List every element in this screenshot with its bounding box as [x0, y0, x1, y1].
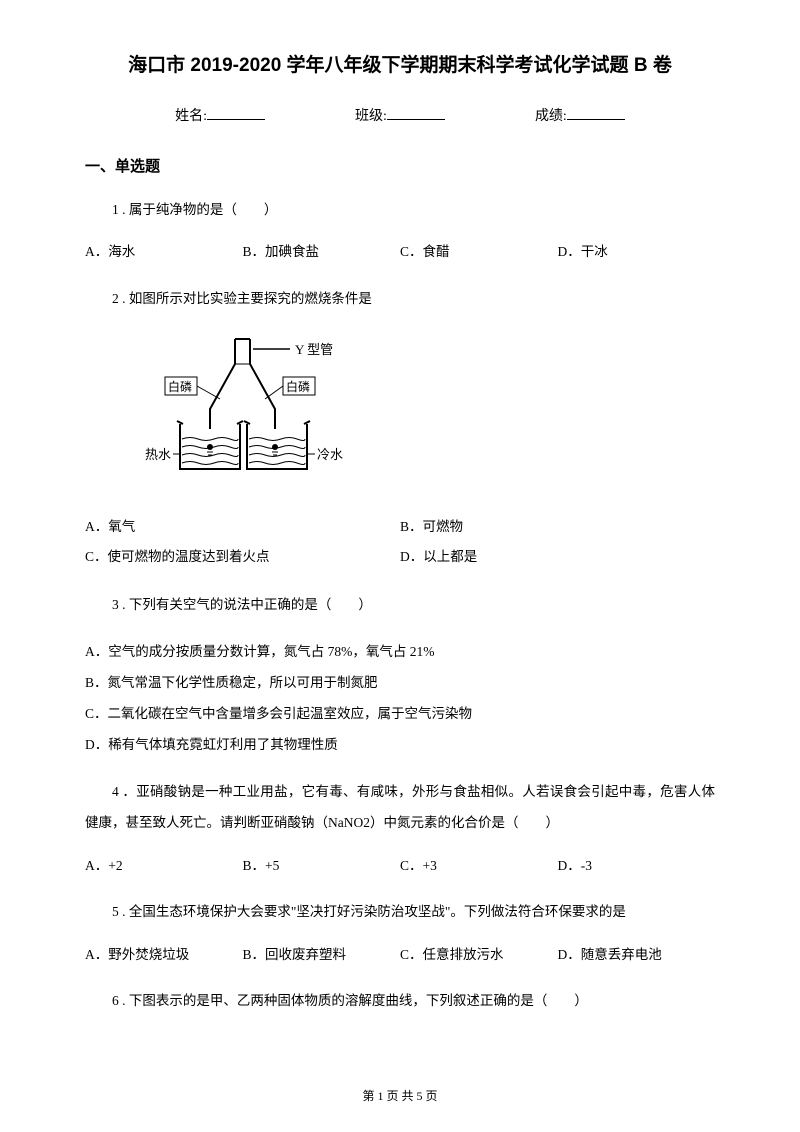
q3-opt-a: A．空气的成分按质量分数计算，氮气占 78%，氧气占 21%	[85, 636, 715, 667]
q2-text: 2 . 如图所示对比实验主要探究的燃烧条件是	[85, 285, 715, 313]
experiment-diagram: Y 型管 白磷 白磷 热水 冷水	[135, 329, 715, 494]
q2-opt-c: C．使可燃物的温度达到着火点	[85, 542, 400, 572]
section-title: 一、单选题	[85, 155, 715, 176]
name-underline	[207, 106, 265, 120]
q2-opt-a: A．氧气	[85, 512, 400, 542]
q5-opt-c: C．任意排放污水	[400, 943, 558, 967]
q5-options: A．野外焚烧垃圾 B．回收废弃塑料 C．任意排放污水 D．随意丢弃电池	[85, 943, 715, 967]
q4-opt-c: C．+3	[400, 854, 558, 878]
cold-water-label: 冷水	[317, 447, 343, 462]
q3-opt-c: C．二氧化碳在空气中含量增多会引起温室效应，属于空气污染物	[85, 698, 715, 729]
name-label: 姓名:	[175, 105, 207, 125]
class-underline	[387, 106, 445, 120]
q3-opt-b: B．氮气常温下化学性质稳定，所以可用于制氮肥	[85, 667, 715, 698]
exam-title: 海口市 2019-2020 学年八年级下学期期末科学考试化学试题 B 卷	[85, 50, 715, 77]
score-label: 成绩:	[535, 105, 567, 125]
q2-opt-b: B．可燃物	[400, 512, 715, 542]
score-field: 成绩:	[535, 105, 625, 125]
q5-opt-d: D．随意丢弃电池	[558, 943, 716, 967]
q1-opt-b: B．加碘食盐	[243, 240, 401, 264]
q4-opt-d: D．-3	[558, 854, 716, 878]
q5-opt-a: A．野外焚烧垃圾	[85, 943, 243, 967]
q4-options: A．+2 B．+5 C．+3 D．-3	[85, 854, 715, 878]
score-underline	[567, 106, 625, 120]
q3-options: A．空气的成分按质量分数计算，氮气占 78%，氧气占 21% B．氮气常温下化学…	[85, 636, 715, 760]
q3-opt-d: D．稀有气体填充霓虹灯利用了其物理性质	[85, 729, 715, 760]
q5-opt-b: B．回收废弃塑料	[243, 943, 401, 967]
y-tube-label: Y 型管	[295, 342, 333, 357]
name-field: 姓名:	[175, 105, 265, 125]
q1-opt-c: C．食醋	[400, 240, 558, 264]
q1-opt-a: A．海水	[85, 240, 243, 264]
q4-opt-a: A．+2	[85, 854, 243, 878]
white-p-right: 白磷	[286, 379, 310, 394]
q4-opt-b: B．+5	[243, 854, 401, 878]
q6-text: 6 . 下图表示的是甲、乙两种固体物质的溶解度曲线，下列叙述正确的是（ ）	[85, 987, 715, 1015]
q3-text: 3 . 下列有关空气的说法中正确的是（ ）	[85, 591, 715, 619]
q1-text: 1 . 属于纯净物的是（ ）	[85, 196, 715, 224]
page-footer: 第 1 页 共 5 页	[0, 1087, 800, 1104]
q1-opt-d: D．干冰	[558, 240, 716, 264]
q5-text: 5 . 全国生态环境保护大会要求"坚决打好污染防治攻坚战"。下列做法符合环保要求…	[85, 898, 715, 926]
q2-opt-d: D．以上都是	[400, 542, 715, 572]
q2-options: A．氧气 B．可燃物 C．使可燃物的温度达到着火点 D．以上都是	[85, 512, 715, 571]
q4-text: 4 ．亚硝酸钠是一种工业用盐，它有毒、有咸味，外形与食盐相似。人若误食会引起中毒…	[85, 776, 715, 838]
q1-options: A．海水 B．加碘食盐 C．食醋 D．干冰	[85, 240, 715, 264]
hot-water-label: 热水	[145, 447, 171, 462]
class-label: 班级:	[355, 105, 387, 125]
class-field: 班级:	[355, 105, 445, 125]
white-p-left: 白磷	[168, 379, 192, 394]
student-info-row: 姓名: 班级: 成绩:	[85, 105, 715, 125]
